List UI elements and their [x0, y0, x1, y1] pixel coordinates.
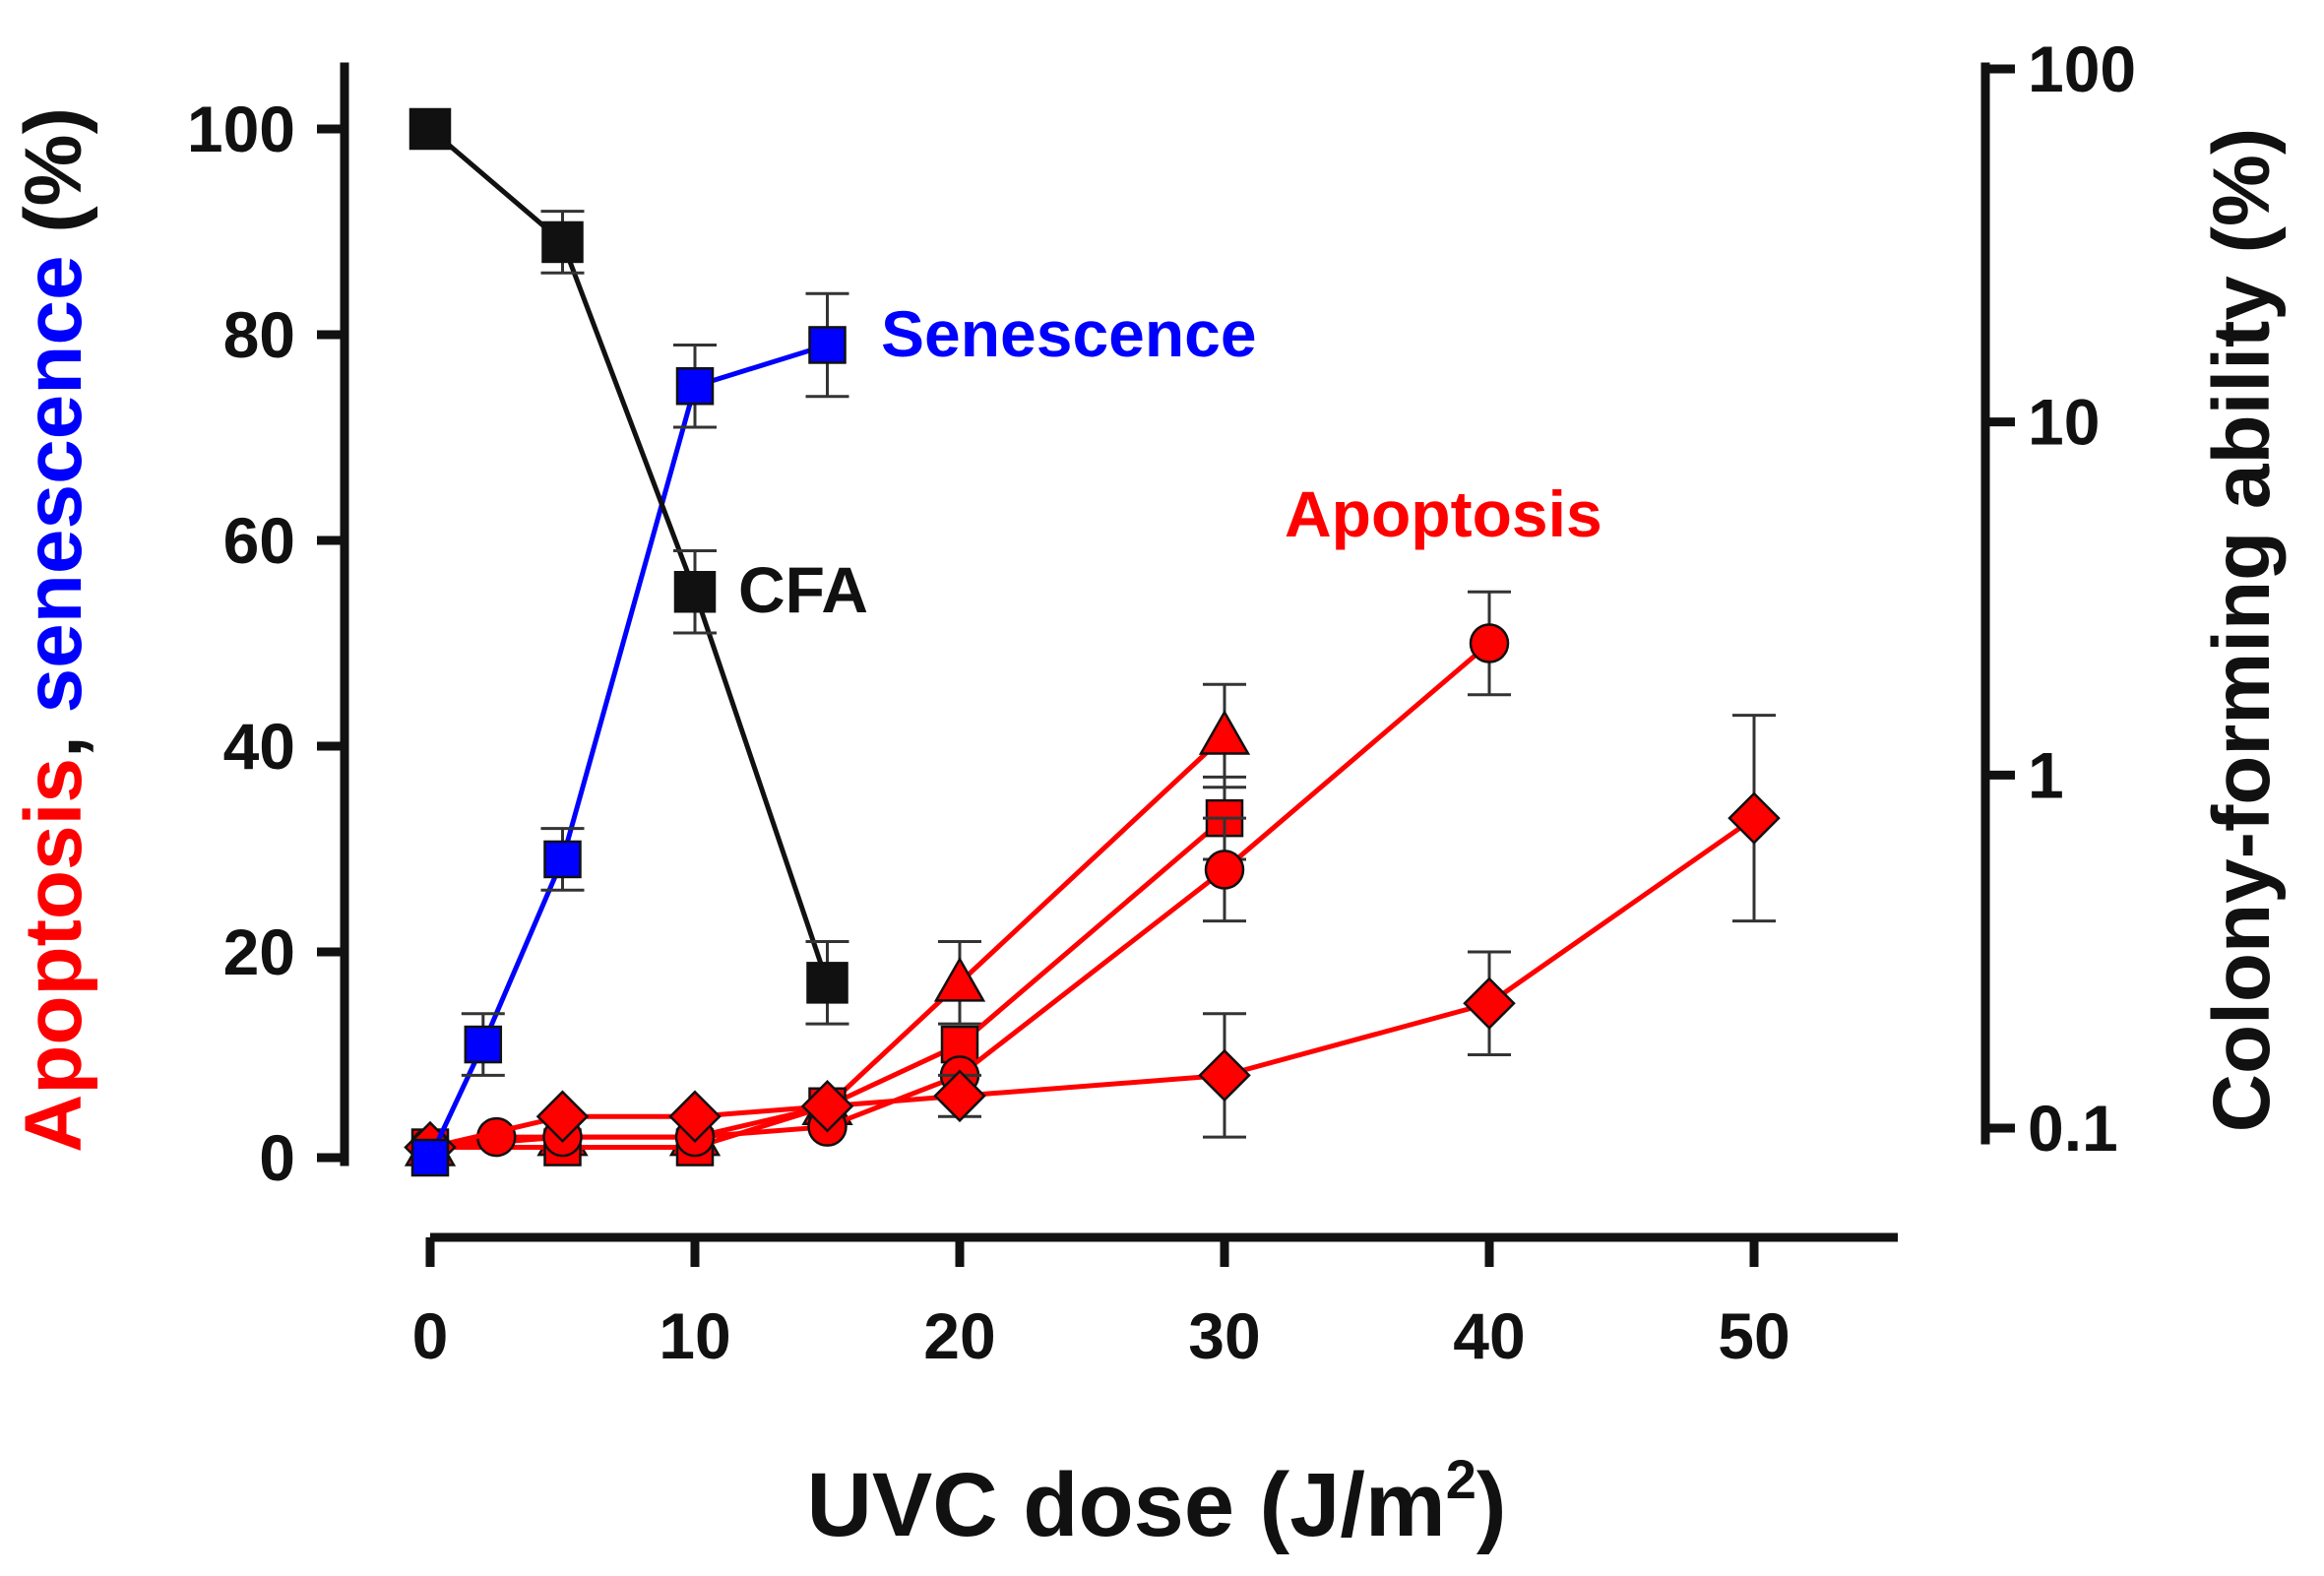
y-left-title-part-apoptosis: Apoptosis	[9, 758, 98, 1153]
data-point-square	[410, 1138, 450, 1177]
y-right-axis-title: Colony-forming ability (%)	[2197, 128, 2287, 1132]
data-point-circle	[1469, 623, 1510, 663]
x-tick-label: 10	[659, 1299, 730, 1372]
x-tick-label: 40	[1453, 1299, 1525, 1372]
y-right-tick-label: 1	[2028, 738, 2064, 811]
x-tick-label: 30	[1188, 1299, 1260, 1372]
y-left-tick-label: 80	[223, 298, 295, 371]
y-right-tick-label: 0.1	[2028, 1092, 2118, 1165]
data-point-diamond	[1198, 1048, 1251, 1103]
data-point-square	[464, 1025, 503, 1064]
labels-layer: Senescence CFA Apoptosis UVC dose (J/m2)…	[9, 107, 2287, 1555]
y-left-tick-label: 0	[259, 1121, 295, 1194]
x-axis-title-close: )	[1476, 1455, 1507, 1555]
axes-layer: 0 20 40 60 80 100 0.1 1 10 100 0 10 20 30 40 50	[187, 32, 2136, 1372]
data-point-triangle	[1198, 710, 1251, 755]
data-point-square	[806, 962, 848, 1004]
data-point-diamond	[800, 1079, 854, 1133]
data-point-diamond	[1727, 791, 1781, 845]
y-left-tick-label: 20	[223, 915, 295, 988]
data-point-diamond	[1463, 977, 1516, 1031]
y-right-tick-label: 100	[2028, 32, 2136, 105]
x-tick-label: 0	[412, 1299, 449, 1372]
y-left-title-part-comma: ,	[9, 713, 98, 758]
series-apoptosis-diamond	[404, 714, 1781, 1174]
data-point-square	[543, 840, 582, 879]
annotation-apoptosis: Apoptosis	[1285, 477, 1602, 550]
y-left-title-part-unit: (%)	[9, 107, 98, 255]
data-point-diamond	[535, 1090, 590, 1143]
data-point-circle	[1204, 850, 1245, 890]
series-senescence	[410, 291, 849, 1177]
y-left-tick-label: 40	[223, 710, 295, 783]
data-point-diamond	[933, 1069, 986, 1123]
data-point-square	[808, 326, 847, 364]
y-left-title-part-senescence: senescence	[9, 255, 98, 713]
data-point-square	[541, 221, 584, 264]
annotation-cfa: CFA	[738, 553, 868, 626]
series-line	[430, 816, 1226, 1151]
x-tick-label: 20	[923, 1299, 995, 1372]
series-cfa	[408, 107, 849, 1026]
data-point-diamond	[668, 1090, 722, 1143]
y-left-tick-label: 100	[187, 93, 295, 165]
annotation-senescence: Senescence	[881, 297, 1257, 370]
x-axis-title-superscript: 2	[1446, 1448, 1476, 1510]
series-line	[428, 127, 830, 984]
data-point-square	[408, 107, 452, 151]
series-layer	[404, 107, 1781, 1177]
y-left-axis-title: Apoptosis, senescence (%)	[9, 107, 98, 1153]
data-point-triangle	[933, 956, 986, 1002]
x-axis-title-text: UVC dose (J/m	[806, 1455, 1445, 1555]
y-right-tick-label: 10	[2028, 386, 2100, 459]
y-left-tick-label: 60	[223, 504, 295, 577]
x-axis-title: UVC dose (J/m2)	[806, 1448, 1506, 1555]
data-point-square	[675, 367, 715, 406]
series-line	[429, 816, 1756, 1150]
x-tick-label: 50	[1718, 1299, 1790, 1372]
data-point-square	[673, 571, 717, 613]
